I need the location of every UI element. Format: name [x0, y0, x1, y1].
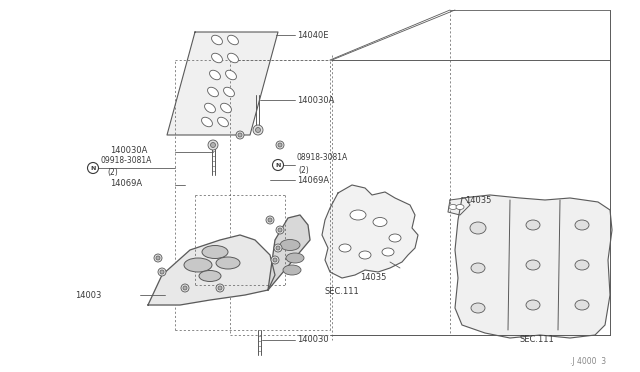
Ellipse shape [449, 205, 457, 209]
Ellipse shape [205, 103, 216, 113]
Ellipse shape [209, 70, 220, 80]
Circle shape [183, 286, 187, 290]
Ellipse shape [228, 53, 239, 63]
Ellipse shape [526, 260, 540, 270]
Ellipse shape [471, 303, 485, 313]
Circle shape [266, 216, 274, 224]
Circle shape [255, 128, 260, 132]
Circle shape [208, 140, 218, 150]
Ellipse shape [575, 260, 589, 270]
Polygon shape [455, 195, 612, 338]
Text: 08918-3081A: 08918-3081A [297, 153, 348, 161]
Text: (2): (2) [298, 166, 308, 174]
Text: 14069A: 14069A [110, 179, 142, 187]
Ellipse shape [283, 265, 301, 275]
Ellipse shape [575, 300, 589, 310]
Ellipse shape [286, 253, 304, 263]
Text: SEC.111: SEC.111 [520, 336, 555, 344]
Text: 14035: 14035 [465, 196, 492, 205]
Circle shape [276, 141, 284, 149]
Ellipse shape [470, 222, 486, 234]
Text: 140030A: 140030A [110, 145, 147, 154]
Text: 14040E: 14040E [297, 31, 328, 39]
Text: 14003: 14003 [75, 291, 101, 299]
Text: N: N [275, 163, 281, 167]
Circle shape [216, 284, 224, 292]
Circle shape [160, 270, 164, 274]
Ellipse shape [228, 35, 239, 45]
Circle shape [278, 143, 282, 147]
Circle shape [238, 133, 242, 137]
Ellipse shape [199, 270, 221, 282]
Ellipse shape [225, 70, 236, 80]
Ellipse shape [212, 53, 223, 63]
Circle shape [211, 142, 216, 148]
Ellipse shape [212, 35, 223, 45]
Text: (2): (2) [107, 167, 118, 176]
Circle shape [276, 226, 284, 234]
Circle shape [158, 268, 166, 276]
Circle shape [236, 131, 244, 139]
Ellipse shape [456, 205, 464, 209]
Ellipse shape [359, 251, 371, 259]
Ellipse shape [202, 246, 228, 259]
Ellipse shape [526, 300, 540, 310]
Text: 14069A: 14069A [297, 176, 329, 185]
Circle shape [278, 228, 282, 232]
Circle shape [181, 284, 189, 292]
Circle shape [253, 125, 263, 135]
Text: 140030A: 140030A [297, 96, 334, 105]
Ellipse shape [216, 257, 240, 269]
Ellipse shape [373, 218, 387, 227]
Circle shape [268, 218, 272, 222]
Ellipse shape [218, 117, 228, 127]
Text: SEC.111: SEC.111 [325, 288, 360, 296]
Circle shape [274, 244, 282, 252]
Circle shape [276, 246, 280, 250]
Circle shape [271, 256, 279, 264]
Ellipse shape [350, 210, 366, 220]
Polygon shape [148, 235, 275, 305]
Ellipse shape [339, 244, 351, 252]
Text: 14035: 14035 [360, 273, 387, 282]
Ellipse shape [207, 87, 218, 97]
Ellipse shape [223, 87, 234, 97]
Ellipse shape [202, 117, 212, 127]
Ellipse shape [382, 248, 394, 256]
Text: 140030: 140030 [297, 336, 328, 344]
Ellipse shape [471, 263, 485, 273]
Ellipse shape [221, 103, 232, 113]
Polygon shape [167, 32, 278, 135]
Circle shape [273, 258, 277, 262]
Polygon shape [322, 185, 418, 278]
Text: 09918-3081A: 09918-3081A [100, 155, 152, 164]
Ellipse shape [575, 220, 589, 230]
Ellipse shape [184, 258, 212, 272]
Circle shape [218, 286, 222, 290]
Text: .J 4000  3: .J 4000 3 [570, 357, 606, 366]
Circle shape [156, 256, 160, 260]
Polygon shape [448, 198, 470, 215]
Ellipse shape [280, 240, 300, 250]
Polygon shape [268, 215, 310, 290]
Ellipse shape [526, 220, 540, 230]
Circle shape [154, 254, 162, 262]
Ellipse shape [389, 234, 401, 242]
Text: N: N [90, 166, 96, 170]
